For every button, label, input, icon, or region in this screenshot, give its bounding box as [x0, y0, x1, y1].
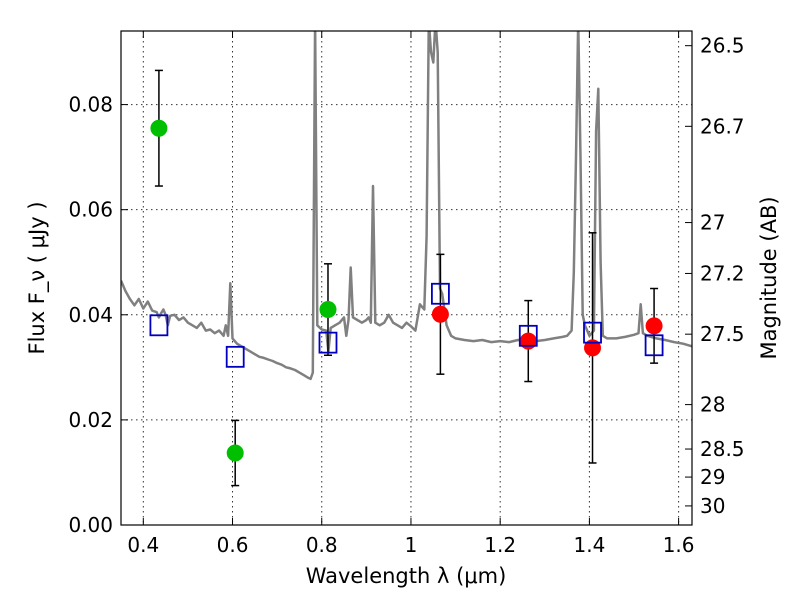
x-tick-label: 0.8	[306, 533, 338, 557]
spectrum-line	[121, 31, 692, 381]
y-axis-label: Flux F_ν ( μJy )	[25, 201, 50, 354]
photometry-point	[226, 444, 244, 462]
photometry-point	[645, 317, 663, 335]
x-tick-label: 0.6	[217, 533, 249, 557]
y-tick-label: 0.04	[68, 303, 113, 327]
photometry-point	[584, 339, 602, 357]
axis-ticks: 0.4 0.6 0.8 1 1.2 1.4 1.6 0.00 0.02 0.04 0.06 0.08 2…	[68, 31, 745, 557]
x-tick-label: 1	[405, 533, 418, 557]
y-tick-label: 0.08	[68, 93, 113, 117]
mag-tick-label: 26.7	[700, 114, 745, 138]
x-tick-label: 1.6	[663, 533, 695, 557]
y-tick-label: 0.00	[68, 513, 113, 537]
model-point	[431, 282, 450, 305]
model-point	[644, 334, 664, 357]
mag-tick-label: 26.5	[700, 34, 745, 58]
model-point	[149, 314, 169, 337]
mag-tick-label: 28	[700, 393, 725, 417]
mag-tick-label: 30	[700, 494, 725, 518]
model-point	[225, 345, 245, 368]
photometry-point	[150, 119, 168, 137]
model-point	[583, 321, 602, 344]
mag-tick-label: 28.5	[700, 437, 745, 461]
mag-tick-label: 27.5	[700, 322, 745, 346]
x-tick-label: 1.4	[573, 533, 605, 557]
model-point	[318, 331, 338, 354]
x-tick-label: 0.4	[127, 533, 159, 557]
y-axis-right-label: Magnitude (AB)	[757, 196, 781, 359]
photometry-point	[319, 301, 337, 319]
photometry-point	[431, 305, 449, 323]
mag-tick-label: 27	[700, 211, 725, 235]
x-tick-label: 1.2	[484, 533, 516, 557]
mag-tick-label: 29	[700, 465, 725, 489]
y-tick-label: 0.06	[68, 198, 113, 222]
plot-frame	[120, 30, 693, 526]
mag-tick-label: 27.2	[700, 261, 745, 285]
plot-area	[121, 31, 692, 487]
model-point	[518, 324, 538, 347]
x-axis-label: Wavelength λ (μm)	[306, 564, 507, 588]
y-tick-label: 0.02	[68, 408, 113, 432]
